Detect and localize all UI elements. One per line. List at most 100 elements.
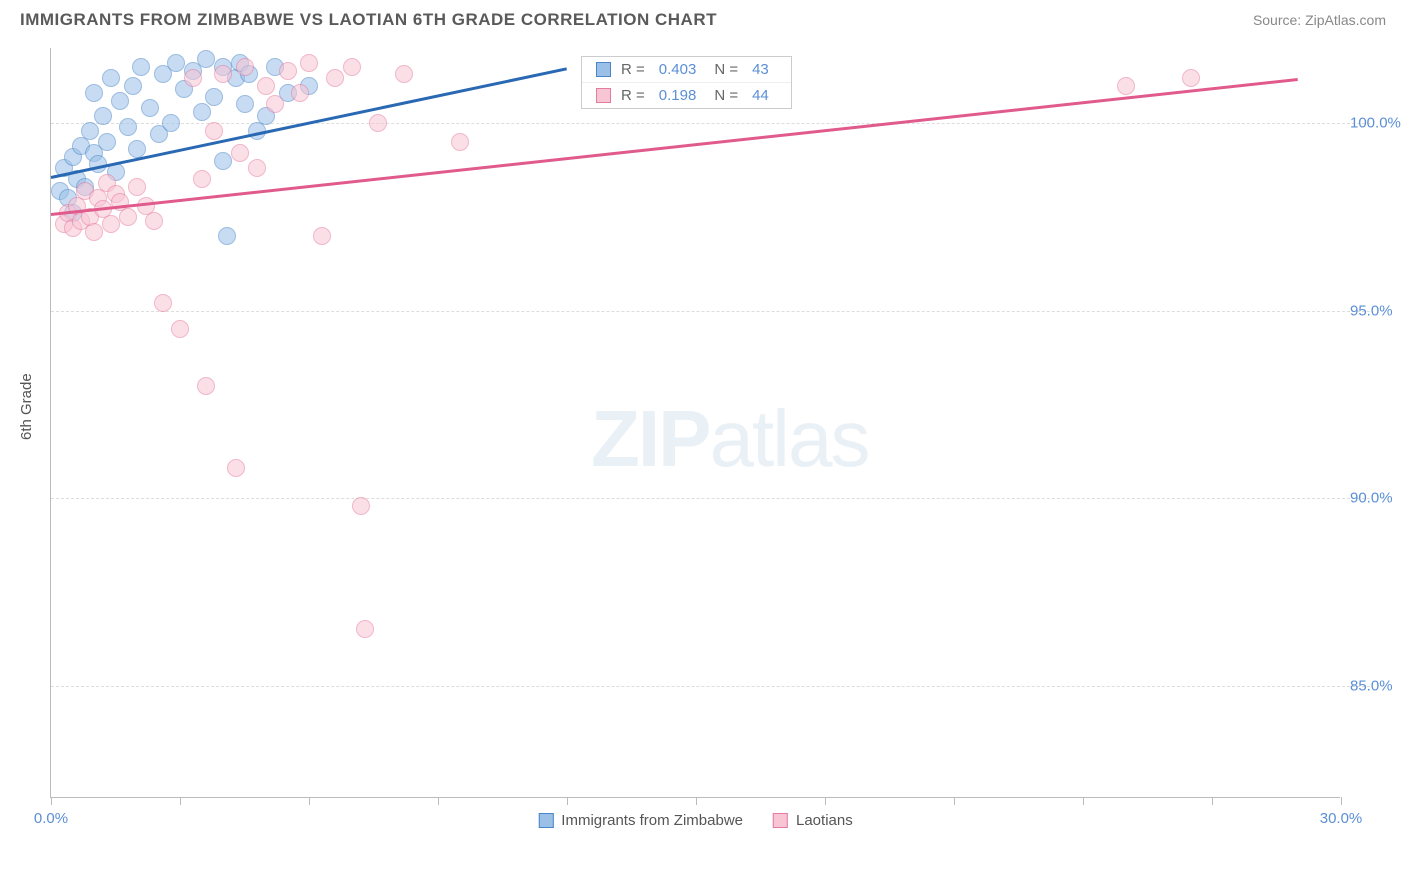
scatter-point-zimbabwe	[193, 103, 211, 121]
legend-n-value: 43	[752, 61, 769, 78]
legend-r-value: 0.403	[659, 61, 697, 78]
scatter-point-laotians	[171, 320, 189, 338]
scatter-point-laotians	[85, 223, 103, 241]
chart-header: IMMIGRANTS FROM ZIMBABWE VS LAOTIAN 6TH …	[0, 0, 1406, 38]
scatter-point-laotians	[145, 212, 163, 230]
source-prefix: Source:	[1253, 12, 1305, 28]
scatter-point-zimbabwe	[111, 92, 129, 110]
scatter-point-laotians	[300, 54, 318, 72]
source-attribution: Source: ZipAtlas.com	[1253, 12, 1386, 28]
scatter-point-zimbabwe	[124, 77, 142, 95]
scatter-point-laotians	[227, 459, 245, 477]
scatter-point-laotians	[451, 133, 469, 151]
scatter-point-laotians	[369, 114, 387, 132]
legend-row: R = 0.403 N = 43	[582, 57, 791, 83]
legend-swatch	[596, 62, 611, 77]
scatter-point-laotians	[205, 122, 223, 140]
x-tick	[696, 797, 697, 805]
scatter-point-laotians	[1182, 69, 1200, 87]
scatter-point-laotians	[313, 227, 331, 245]
scatter-point-laotians	[197, 377, 215, 395]
scatter-point-zimbabwe	[119, 118, 137, 136]
scatter-point-laotians	[257, 77, 275, 95]
scatter-point-laotians	[352, 497, 370, 515]
scatter-point-zimbabwe	[162, 114, 180, 132]
scatter-point-laotians	[343, 58, 361, 76]
scatter-point-laotians	[154, 294, 172, 312]
y-axis-label: 6th Grade	[18, 373, 35, 440]
scatter-point-zimbabwe	[81, 122, 99, 140]
chart-container: ZIPatlas R =0.403N =43R =0.198N =44 Immi…	[50, 48, 1376, 798]
watermark-light: atlas	[709, 394, 868, 483]
legend-row: R = 0.198 N = 44	[582, 83, 791, 108]
gridline-h	[51, 686, 1370, 687]
legend-n-value: 44	[752, 87, 769, 104]
legend-r-value: 0.198	[659, 87, 697, 104]
scatter-point-laotians	[326, 69, 344, 87]
scatter-point-laotians	[248, 159, 266, 177]
scatter-point-laotians	[279, 62, 297, 80]
scatter-point-laotians	[184, 69, 202, 87]
series-legend-item: Immigrants from Zimbabwe	[538, 812, 743, 829]
watermark: ZIPatlas	[591, 393, 868, 485]
scatter-point-laotians	[102, 215, 120, 233]
scatter-point-zimbabwe	[167, 54, 185, 72]
x-tick	[1212, 797, 1213, 805]
scatter-point-zimbabwe	[218, 227, 236, 245]
scatter-point-zimbabwe	[102, 69, 120, 87]
x-tick-label: 0.0%	[34, 810, 68, 827]
scatter-point-laotians	[193, 170, 211, 188]
x-tick	[1341, 797, 1342, 805]
series-legend-label: Laotians	[796, 812, 853, 829]
chart-title: IMMIGRANTS FROM ZIMBABWE VS LAOTIAN 6TH …	[20, 10, 717, 30]
x-tick	[825, 797, 826, 805]
legend-swatch	[773, 813, 788, 828]
scatter-point-laotians	[231, 144, 249, 162]
y-tick-label: 90.0%	[1350, 490, 1406, 507]
y-tick-label: 85.0%	[1350, 677, 1406, 694]
x-tick-label: 30.0%	[1320, 810, 1363, 827]
x-tick	[51, 797, 52, 805]
scatter-point-laotians	[291, 84, 309, 102]
y-tick-label: 100.0%	[1350, 115, 1406, 132]
scatter-point-laotians	[1117, 77, 1135, 95]
series-legend-item: Laotians	[773, 812, 853, 829]
legend-n-label: N =	[714, 61, 738, 78]
legend-swatch	[596, 88, 611, 103]
plot-area: ZIPatlas R =0.403N =43R =0.198N =44 Immi…	[50, 48, 1340, 798]
gridline-h	[51, 311, 1370, 312]
watermark-bold: ZIP	[591, 394, 709, 483]
scatter-point-laotians	[128, 178, 146, 196]
x-tick	[1083, 797, 1084, 805]
legend-r-label: R =	[621, 87, 645, 104]
scatter-point-zimbabwe	[141, 99, 159, 117]
scatter-point-zimbabwe	[85, 84, 103, 102]
scatter-point-zimbabwe	[214, 152, 232, 170]
x-tick	[180, 797, 181, 805]
series-legend: Immigrants from Zimbabwe Laotians	[538, 812, 852, 829]
y-tick-label: 95.0%	[1350, 302, 1406, 319]
scatter-point-laotians	[236, 58, 254, 76]
x-tick	[567, 797, 568, 805]
scatter-point-zimbabwe	[132, 58, 150, 76]
gridline-h	[51, 498, 1370, 499]
scatter-point-laotians	[356, 620, 374, 638]
legend-r-label: R =	[621, 61, 645, 78]
scatter-point-laotians	[266, 95, 284, 113]
x-tick	[954, 797, 955, 805]
series-legend-label: Immigrants from Zimbabwe	[561, 812, 743, 829]
scatter-point-laotians	[119, 208, 137, 226]
x-tick	[309, 797, 310, 805]
correlation-legend-box: R = 0.403 N = 43 R = 0.198 N = 44	[581, 56, 792, 109]
scatter-point-laotians	[395, 65, 413, 83]
legend-n-label: N =	[714, 87, 738, 104]
scatter-point-zimbabwe	[98, 133, 116, 151]
scatter-point-laotians	[214, 65, 232, 83]
source-name: ZipAtlas.com	[1305, 12, 1386, 28]
gridline-h	[51, 123, 1370, 124]
scatter-point-zimbabwe	[205, 88, 223, 106]
scatter-point-zimbabwe	[236, 95, 254, 113]
legend-swatch	[538, 813, 553, 828]
x-tick	[438, 797, 439, 805]
scatter-point-zimbabwe	[94, 107, 112, 125]
